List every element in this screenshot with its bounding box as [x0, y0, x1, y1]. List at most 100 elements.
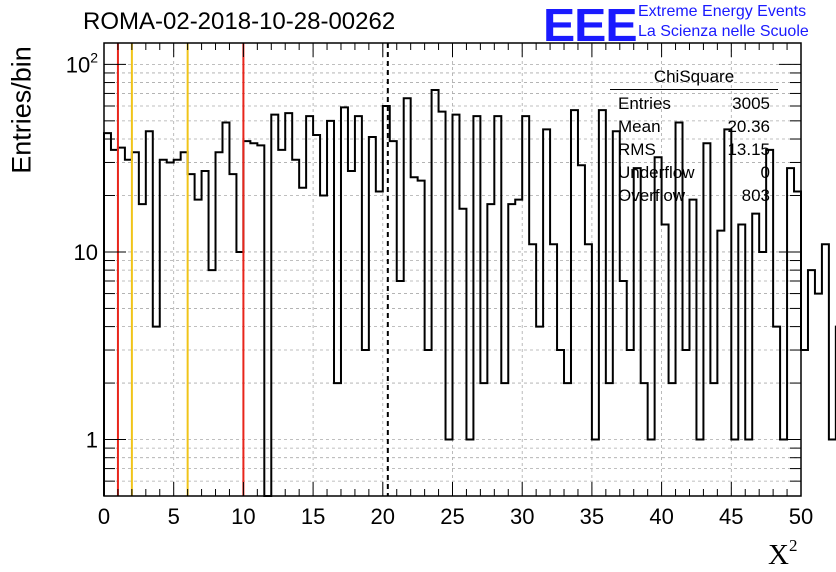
histogram-bin: [599, 110, 606, 496]
histogram-bin: [738, 225, 745, 496]
stats-label: Mean: [618, 117, 661, 136]
histogram-bin: [439, 112, 446, 496]
histogram-bin: [550, 244, 557, 496]
histogram-bin: [418, 181, 425, 496]
x-tick-label: 35: [580, 504, 604, 529]
histogram-bin: [794, 192, 801, 496]
histogram-bin: [167, 162, 174, 496]
histogram-bin: [620, 281, 627, 496]
stats-row-rms: RMS 13.15: [610, 138, 778, 161]
histogram-bin: [292, 160, 299, 496]
histogram-bin: [627, 350, 634, 496]
x-axis-label: X2: [768, 536, 797, 572]
histogram-bin: [578, 165, 585, 496]
histogram-bin: [306, 116, 313, 496]
stats-box: ChiSquare Entries 3005 Mean 20.36 RMS 13…: [610, 66, 778, 207]
logo-subtitle-2: La Scienza nelle Scuole: [638, 23, 809, 40]
histogram-bin: [425, 350, 432, 496]
stats-row-mean: Mean 20.36: [610, 115, 778, 138]
x-tick-label: 0: [98, 504, 110, 529]
histogram-bin: [216, 152, 223, 496]
x-axis-label-superscript: 2: [788, 536, 798, 555]
x-tick-label: 30: [510, 504, 534, 529]
stats-value: 0: [760, 163, 770, 182]
histogram-bin: [104, 133, 111, 496]
x-tick-label: 50: [789, 504, 813, 529]
histogram-bin: [299, 188, 306, 496]
histogram-bin: [808, 270, 815, 496]
histogram-bin: [271, 115, 278, 496]
stats-value: 3005: [732, 94, 770, 113]
stats-label: Entries: [618, 94, 671, 113]
histogram-bin: [125, 160, 132, 496]
stats-row-overflow: Overflow 803: [610, 184, 778, 207]
histogram-bin: [397, 281, 404, 496]
stats-row-entries: Entries 3005: [610, 92, 778, 115]
histogram-bin: [195, 200, 202, 496]
y-axis-label: Entries/bin: [6, 46, 37, 174]
x-tick-label: 40: [649, 504, 673, 529]
histogram-bin: [390, 141, 397, 496]
histogram-bin: [285, 113, 292, 496]
histogram-bin: [341, 107, 348, 496]
histogram-bin: [634, 168, 641, 496]
histogram-bin: [759, 252, 766, 496]
histogram-bin: [181, 152, 188, 496]
ticks-layer: 0 5 10 15 20 25 30 35 40 45 50 1 10 102: [66, 43, 813, 529]
histogram-bin: [222, 122, 229, 496]
histogram-bin: [348, 171, 355, 496]
stats-value: 803: [741, 186, 770, 205]
histogram-bin: [404, 98, 411, 496]
histogram-bin: [153, 327, 160, 496]
histogram-bin: [662, 225, 669, 496]
x-tick-label: 25: [440, 504, 464, 529]
histogram-bin: [529, 244, 536, 496]
histogram-bin: [111, 150, 118, 496]
x-tick-label: 45: [719, 504, 743, 529]
stats-label: RMS: [618, 140, 656, 159]
histogram-bin: [787, 168, 794, 496]
stats-label: Overflow: [618, 186, 686, 205]
histogram-bin: [829, 440, 836, 496]
histogram-bin: [494, 116, 501, 496]
stats-title: ChiSquare: [610, 66, 778, 90]
histogram-bin: [536, 327, 543, 496]
histogram-bin: [752, 214, 759, 496]
histogram-bin: [236, 252, 243, 496]
histogram-bin: [250, 143, 257, 496]
histogram-bin: [313, 135, 320, 496]
x-tick-label: 15: [301, 504, 325, 529]
histogram-bin: [822, 244, 829, 496]
histogram-bin: [362, 350, 369, 496]
histogram-bin: [543, 129, 550, 496]
histogram-bin: [453, 115, 460, 496]
stats-label: Underflow: [618, 163, 695, 182]
marker-lines-layer: [116, 43, 389, 496]
histogram-bin: [815, 294, 822, 496]
histogram-bin: [118, 148, 125, 496]
histogram-bin: [515, 200, 522, 496]
histogram-bin: [689, 200, 696, 496]
run-title: ROMA-02-2018-10-28-00262: [83, 8, 396, 35]
histogram-bin: [202, 171, 209, 496]
histogram-bin: [320, 195, 327, 496]
histogram-bin: [571, 110, 578, 496]
histogram-bin: [146, 131, 153, 496]
histogram-bin: [432, 90, 439, 496]
eee-logo: EEE: [543, 0, 638, 51]
histogram-bin: [557, 350, 564, 496]
x-tick-label: 10: [231, 504, 255, 529]
histogram-bin: [132, 152, 139, 496]
y-tick-label: 102: [66, 49, 98, 77]
histogram-bin: [683, 350, 690, 496]
histogram-bin: [473, 116, 480, 496]
histogram-bin: [369, 137, 376, 496]
stats-value: 13.15: [727, 140, 770, 159]
x-tick-label: 5: [168, 504, 180, 529]
histogram-layer: [103, 89, 836, 497]
histogram-bin: [522, 116, 529, 496]
histogram-outline: [103, 89, 836, 497]
histogram-bin: [243, 141, 250, 496]
x-tick-label: 20: [371, 504, 395, 529]
